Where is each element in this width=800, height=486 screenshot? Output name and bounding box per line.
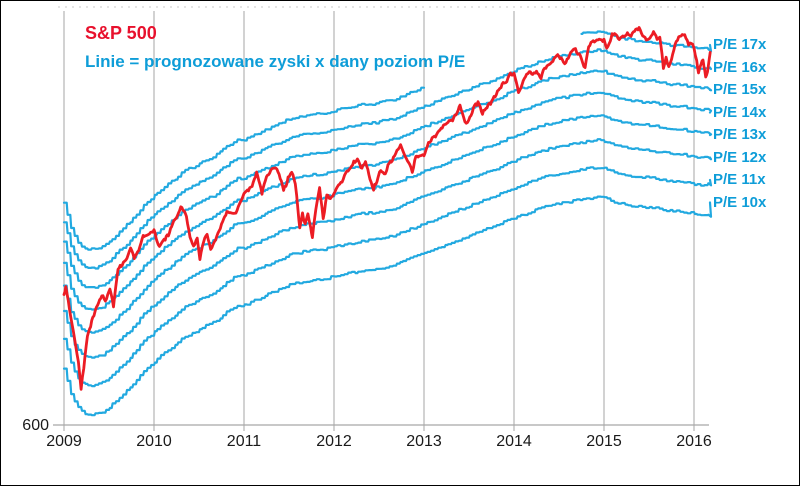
band-label-pe-16x: P/E 16x: [713, 59, 767, 76]
x-tick-2012: 2012: [316, 433, 352, 450]
x-tick-2014: 2014: [496, 433, 532, 450]
band-label-pe-14x: P/E 14x: [713, 104, 767, 121]
band-line-pe-15x: [62, 69, 713, 289]
sp500-price-line: [62, 26, 712, 391]
x-tick-2016: 2016: [676, 433, 712, 450]
band-line-pe-16x: [62, 48, 713, 270]
band-line-pe-17x: [62, 86, 426, 251]
x-tick-2013: 2013: [406, 433, 442, 450]
band-line-pe-10x: [62, 195, 713, 417]
y-tick-600: 600: [22, 417, 49, 434]
chart-title: S&P 500: [85, 23, 157, 43]
band-label-pe-10x: P/E 10x: [713, 194, 767, 211]
x-tick-2010: 2010: [136, 433, 172, 450]
band-label-pe-11x: P/E 11x: [713, 171, 766, 188]
band-line-pe-12x: [62, 138, 713, 359]
band-line-pe-14x: [62, 91, 713, 311]
x-tick-2009: 2009: [46, 433, 82, 450]
x-tick-2015: 2015: [586, 433, 622, 450]
band-label-pe-12x: P/E 12x: [713, 149, 767, 166]
band-line-pe-13x: [62, 114, 713, 334]
x-tick-2011: 2011: [226, 433, 262, 450]
band-line-pe-11x: [62, 166, 713, 388]
band-label-pe-15x: P/E 15x: [713, 81, 767, 98]
band-label-pe-13x: P/E 13x: [713, 126, 767, 143]
chart-subtitle: Linie = prognozowane zyski x dany poziom…: [85, 52, 466, 71]
band-label-pe-17x: P/E 17x: [713, 36, 767, 53]
